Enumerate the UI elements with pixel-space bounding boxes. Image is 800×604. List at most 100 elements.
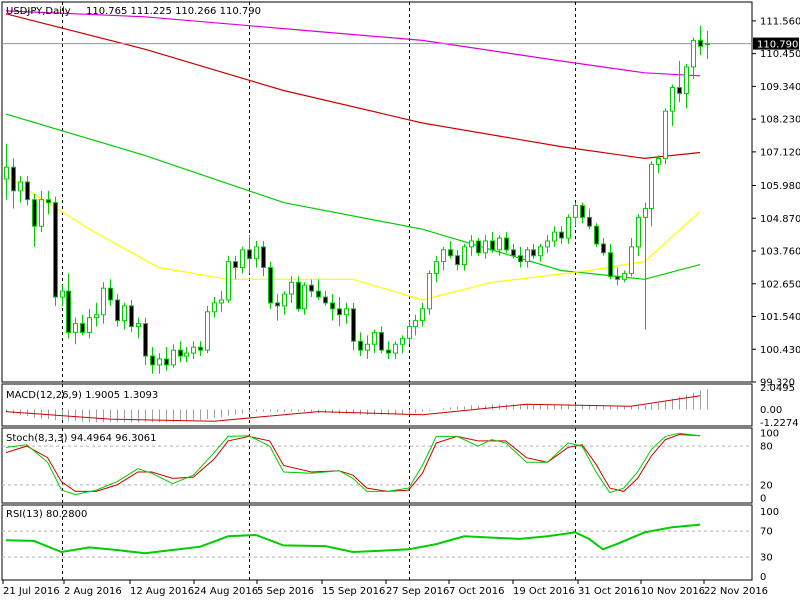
candle-body [226, 261, 231, 301]
price-tick-label: 107.120 [760, 147, 800, 158]
price-tick-label: 99.320 [760, 378, 795, 389]
candle-body [316, 290, 321, 298]
candle-body [25, 181, 30, 201]
time-tick-label: 2 Aug 2016 [64, 586, 122, 597]
main-pane-border [1, 1, 753, 383]
candle-body [670, 87, 675, 112]
macd-tick-label: 0.00 [760, 405, 782, 416]
time-tick-label: 21 Jul 2016 [3, 586, 60, 597]
stoch-pane-border [1, 427, 753, 504]
candle-body [531, 249, 536, 257]
candle-body [608, 252, 613, 277]
candle-body [566, 216, 571, 239]
candle-body [462, 246, 467, 266]
time-tick-label: 19 Oct 2016 [513, 586, 575, 597]
moving-average-line [5, 13, 701, 160]
rsi-tick-label: 70 [760, 527, 773, 538]
moving-average-line [5, 175, 701, 301]
rsi-tick-label: 30 [760, 553, 773, 564]
candle-body [386, 349, 391, 354]
candle-body [427, 272, 432, 310]
price-tick-label: 110.450 [760, 49, 800, 60]
macd-tick-label: -1.2274 [760, 418, 799, 429]
candle-body [622, 272, 627, 280]
candle-body [434, 261, 439, 274]
candle-body [191, 346, 196, 354]
candle-body [684, 66, 689, 94]
candle-body [18, 181, 23, 192]
macd-tick-label: 2.0495 [760, 383, 795, 394]
candle-body [455, 255, 460, 266]
candle-body [372, 331, 377, 345]
candle-body [573, 205, 578, 218]
candle-body [490, 240, 495, 251]
candle-body [212, 302, 217, 313]
candle-body [136, 323, 141, 328]
candle-body [469, 240, 474, 248]
candle-body [87, 317, 92, 333]
candle-body [80, 323, 85, 333]
candle-body [205, 311, 210, 351]
price-tick-label: 108.230 [760, 115, 800, 126]
candle-body [108, 287, 113, 301]
candle-body [122, 305, 127, 322]
candle-body [219, 299, 224, 304]
last-price-marker [753, 37, 799, 50]
rsi-pane-border [1, 504, 753, 581]
candle-body [705, 43, 710, 46]
candle-body [643, 208, 648, 218]
candle-body [636, 216, 641, 248]
candle-body [407, 326, 412, 339]
candle-body [525, 249, 530, 263]
candle-body [32, 199, 37, 227]
candle-body [164, 358, 169, 366]
macd-signal-line [5, 395, 701, 422]
candle-body [677, 87, 682, 94]
moving-average-line [5, 113, 701, 280]
candle-body [323, 296, 328, 304]
stoch-tick-label: 20 [760, 480, 773, 491]
last-price-label: 110.790 [757, 40, 798, 51]
candle-body [309, 284, 314, 292]
candle-body [656, 157, 661, 165]
candle-body [476, 240, 481, 254]
macd-pane-border [1, 383, 753, 427]
candle-body [115, 299, 120, 322]
candle-body [615, 275, 620, 280]
candle-body [691, 39, 696, 68]
candle-body [143, 323, 148, 357]
time-tick-label: 27 Sep 2016 [386, 586, 449, 597]
candle-body [483, 240, 488, 254]
candle-body [420, 308, 425, 322]
candle-body [545, 240, 550, 248]
stoch-tick-label: 0 [760, 493, 766, 504]
time-tick-label: 31 Oct 2016 [578, 586, 640, 597]
candle-body [511, 249, 516, 257]
candle-body [275, 302, 280, 307]
price-tick-label: 111.560 [760, 16, 800, 27]
moving-average-line [5, 10, 701, 77]
candle-body [379, 331, 384, 351]
candle-body [53, 202, 58, 298]
rsi-tick-label: 0 [760, 572, 766, 583]
candle-body [594, 225, 599, 245]
stoch-tick-label: 100 [760, 429, 779, 440]
candle-body [4, 166, 9, 180]
candle-body [150, 355, 155, 366]
candle-body [11, 166, 16, 192]
candle-body [351, 308, 356, 342]
time-tick-label: 22 Nov 2016 [704, 586, 768, 597]
candle-body [330, 302, 335, 310]
time-tick-label: 24 Aug 2016 [194, 586, 258, 597]
candle-body [46, 199, 51, 204]
candle-body [94, 314, 99, 319]
stoch-main-line [5, 432, 701, 496]
candle-body [296, 281, 301, 310]
candle-body [629, 246, 634, 274]
candle-body [233, 261, 238, 269]
rsi-label: RSI(13) 80.2800 [6, 509, 87, 520]
chart-ohlc: 110.765 111.225 110.266 110.790 [86, 6, 261, 17]
candle-body [698, 39, 703, 47]
candle-body [261, 246, 266, 269]
